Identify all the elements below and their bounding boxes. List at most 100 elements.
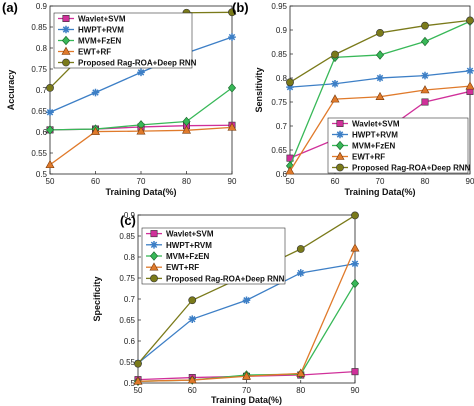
legend-marker xyxy=(335,140,345,151)
data-point xyxy=(351,368,359,376)
series-mvm-fzen xyxy=(45,83,237,135)
chart-panel-2: 0.5 0.55 0.6 0.65 0.7 0.75 0.8 0.85 0.9 50 60 70 80 9… xyxy=(92,211,360,405)
y-tick-label: 0.6 xyxy=(36,128,48,137)
chart-panel-1: 0.6 0.65 0.7 0.75 0.8 0.85 0.9 0.95 50 60 70 80 90 Tr… xyxy=(232,0,474,197)
data-point xyxy=(350,278,360,289)
x-tick-label: 60 xyxy=(91,177,100,186)
x-tick-label: 60 xyxy=(331,177,340,186)
data-point xyxy=(91,88,100,97)
legend-label: EWT+RF xyxy=(166,263,199,272)
data-point xyxy=(375,50,385,60)
data-point xyxy=(187,375,197,384)
y-tick-label: 0.75 xyxy=(31,65,47,74)
data-point xyxy=(133,376,143,385)
data-point xyxy=(351,211,359,220)
data-point xyxy=(376,28,384,37)
panel-label: (a) xyxy=(2,0,18,15)
legend-label: MVM+FzEN xyxy=(78,37,122,46)
x-tick-label: 60 xyxy=(188,386,197,395)
y-tick-label: 0.55 xyxy=(119,358,135,367)
legend-box xyxy=(53,12,193,69)
y-tick-label: 0.65 xyxy=(119,316,135,325)
legend-marker xyxy=(62,25,70,34)
x-tick-label: 90 xyxy=(228,177,237,186)
x-tick-label: 70 xyxy=(376,177,385,186)
y-tick-label: 0.8 xyxy=(276,74,288,83)
series-proposed-rag-roa-deep-rnn xyxy=(286,16,474,87)
data-point xyxy=(286,78,294,87)
y-tick-label: 0.6 xyxy=(276,170,288,179)
x-axis-label: Training Data(%) xyxy=(105,187,176,197)
data-point xyxy=(45,159,55,169)
x-tick-label: 90 xyxy=(351,386,360,395)
legend-label: HWPT+RVM xyxy=(166,241,212,250)
y-tick-label: 0.75 xyxy=(271,98,287,107)
y-tick-label: 0.75 xyxy=(119,274,135,283)
x-tick-label: 50 xyxy=(286,177,295,186)
x-tick-label: 50 xyxy=(134,386,143,395)
data-point xyxy=(285,166,295,175)
legend-label: HWPT+RVM xyxy=(352,131,398,140)
legend-marker xyxy=(150,230,158,238)
legend-label: MVM+FzEN xyxy=(166,252,210,261)
legend: Wavlet+SVM HWPT+RVM MVM+FzEN EWT+RF Proposed… xyxy=(327,117,471,174)
y-axis-label: Accuracy xyxy=(6,70,16,111)
data-point xyxy=(296,245,305,253)
y-tick-label: 0.5 xyxy=(124,379,136,388)
legend-label: Wavlet+SVM xyxy=(352,120,400,129)
legend-label: EWT+RF xyxy=(78,48,111,57)
y-tick-label: 0.8 xyxy=(36,44,48,53)
legend-marker xyxy=(62,58,70,67)
y-tick-label: 0.9 xyxy=(36,2,48,11)
legend-label: MVM+FzEN xyxy=(352,142,396,151)
x-axis-label: Training Data(%) xyxy=(344,187,415,197)
x-tick-label: 70 xyxy=(137,177,146,186)
panel-label: (c) xyxy=(120,213,136,228)
y-tick-label: 0.9 xyxy=(276,26,288,35)
legend: Wavlet+SVM HWPT+RVM MVM+FzEN EWT+RF Proposed… xyxy=(141,227,286,285)
y-axis-label: Specificity xyxy=(92,276,102,321)
series-ewt-rf xyxy=(133,243,360,385)
legend-marker xyxy=(335,151,345,160)
data-point xyxy=(228,8,236,17)
data-point xyxy=(466,16,474,25)
series-ewt-rf xyxy=(45,122,237,169)
legend-marker xyxy=(149,251,159,261)
data-point xyxy=(45,125,55,135)
data-point xyxy=(466,67,474,75)
panel-label: (b) xyxy=(232,0,249,15)
legend-label: HWPT+RVM xyxy=(78,26,124,35)
data-point xyxy=(228,33,236,41)
data-point xyxy=(331,79,339,88)
data-point xyxy=(242,296,251,305)
y-axis-label: Sensitivity xyxy=(254,67,264,112)
data-point xyxy=(137,68,145,77)
legend-box xyxy=(327,117,469,174)
legend-label: Proposed Rag-ROA+Deep RNN xyxy=(352,164,471,173)
legend-marker xyxy=(336,130,344,139)
y-tick-label: 0.6 xyxy=(124,337,136,346)
y-tick-label: 0.55 xyxy=(31,149,47,158)
y-tick-label: 0.7 xyxy=(124,295,136,304)
y-tick-label: 0.8 xyxy=(124,253,136,262)
data-point xyxy=(465,81,474,90)
x-tick-label: 70 xyxy=(242,386,251,395)
data-point xyxy=(375,91,385,101)
data-point xyxy=(188,315,197,323)
legend-label: Proposed Rag-ROA+Deep RNN xyxy=(78,59,197,68)
y-tick-label: 0.85 xyxy=(31,23,47,32)
legend-marker xyxy=(150,274,158,283)
data-point xyxy=(136,126,146,135)
legend-label: Proposed Rag-ROA+Deep RNN xyxy=(166,274,285,283)
data-point xyxy=(286,83,294,91)
legend-marker xyxy=(62,15,70,23)
y-tick-label: 0.7 xyxy=(36,86,48,95)
data-point xyxy=(227,83,237,93)
data-point xyxy=(376,74,384,82)
legend-marker xyxy=(336,120,344,128)
y-tick-label: 0.95 xyxy=(271,2,287,11)
data-point xyxy=(241,371,252,380)
legend-box xyxy=(141,227,286,285)
data-point xyxy=(350,243,360,252)
